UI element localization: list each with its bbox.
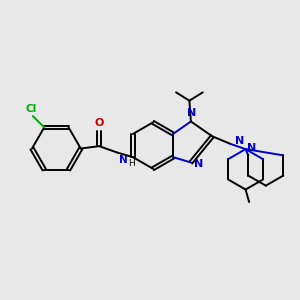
Text: N: N [119, 155, 128, 165]
Text: N: N [187, 108, 196, 118]
Text: Cl: Cl [26, 104, 37, 114]
Text: O: O [94, 118, 104, 128]
Text: N: N [194, 159, 204, 169]
Text: H: H [128, 159, 135, 168]
Text: N: N [235, 136, 244, 146]
Text: N: N [247, 143, 256, 153]
